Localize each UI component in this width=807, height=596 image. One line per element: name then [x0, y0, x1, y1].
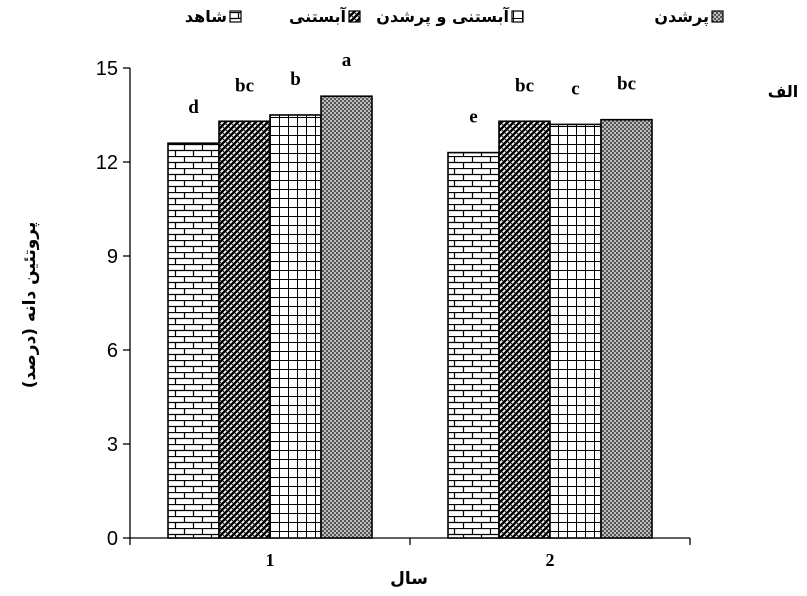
- significance-label-2-series-2: bc: [515, 75, 534, 96]
- bar-1-series-2: [218, 120, 271, 539]
- legend: پرشدن آبستنی و پرشدن آبستنی شاهد: [185, 6, 724, 27]
- significance-label-2-series-1: e: [469, 107, 477, 128]
- bar-1-series-4: [320, 95, 373, 539]
- panel-label: الف: [768, 82, 799, 101]
- y-tick-label-4: 12: [96, 152, 118, 174]
- legend-label-4: پرشدن: [654, 7, 709, 27]
- bar-1-series-3: [269, 114, 322, 539]
- y-tick-label-1: 3: [107, 434, 118, 456]
- significance-label-2-series-3: c: [571, 78, 579, 99]
- y-axis-title: پروتئین دانه (درصد): [20, 222, 40, 388]
- x-tick-label-2: 2: [546, 550, 555, 570]
- y-tick-label-0: 0: [107, 528, 118, 550]
- legend-label-1: شاهد: [185, 7, 227, 26]
- legend-swatch-3: [511, 10, 524, 23]
- bar-2-series-2: [498, 120, 551, 539]
- y-tick-label-5: 15: [96, 58, 118, 80]
- legend-label-3: آبستنی و پرشدن: [376, 6, 509, 27]
- bar-1-series-1: [167, 142, 220, 539]
- significance-label-2-series-4: bc: [617, 74, 636, 95]
- significance-label-1-series-4: a: [342, 50, 352, 71]
- bar-2-series-3: [549, 123, 602, 539]
- bar-2-series-1: [447, 151, 500, 539]
- y-tick-label-2: 6: [107, 340, 118, 362]
- legend-swatch-4: [711, 10, 724, 23]
- x-tick-label-1: 1: [266, 550, 275, 570]
- bars: d bc b a e bc c bc: [167, 50, 653, 539]
- legend-label-2: آبستنی: [289, 6, 347, 26]
- significance-label-1-series-2: bc: [235, 75, 254, 96]
- significance-label-1-series-3: b: [290, 69, 301, 90]
- legend-swatch-2: [348, 10, 361, 23]
- bar-2-series-4: [600, 118, 653, 539]
- significance-label-1-series-1: d: [188, 97, 199, 118]
- y-tick-label-3: 9: [107, 246, 118, 268]
- x-axis-title: سال: [390, 569, 428, 589]
- legend-swatch-1: [229, 10, 242, 23]
